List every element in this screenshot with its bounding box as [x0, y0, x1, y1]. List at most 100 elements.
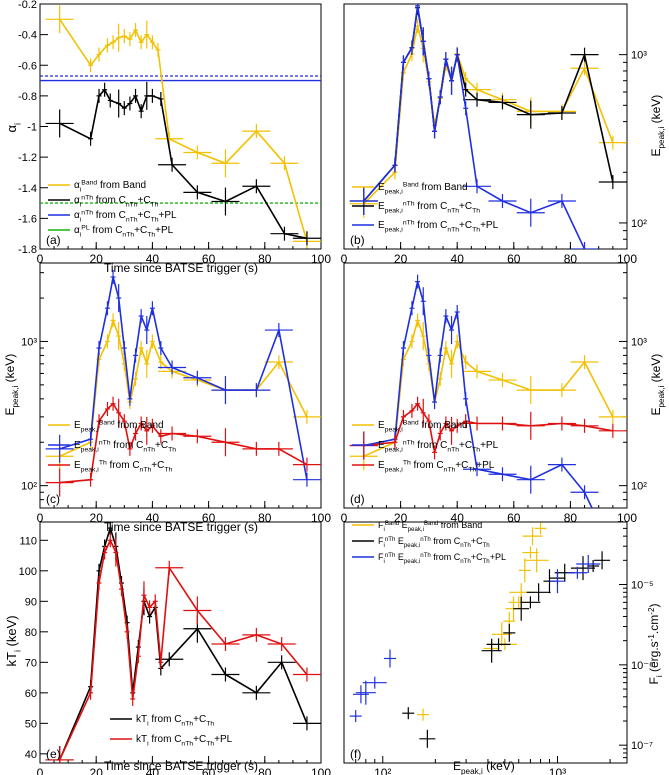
- legend-entry-part: C: [136, 440, 143, 451]
- x-tick-label: 80: [258, 511, 272, 525]
- series-0: [45, 522, 321, 763]
- legend-entry-part: E: [399, 520, 408, 530]
- legend-entry-part: nTh: [447, 208, 459, 215]
- y-tick-label: -1.4: [18, 183, 37, 195]
- legend-entry-part: peak,i: [404, 558, 420, 565]
- y-axis-label: Epeak,i (keV): [649, 95, 666, 157]
- legend-entry-part: from: [415, 440, 441, 451]
- legend-entry-part: C: [143, 210, 150, 221]
- series-2: [349, 555, 601, 723]
- legend-entry-part: Band: [403, 420, 419, 427]
- series-0: [45, 5, 321, 249]
- y-axis-label: Epeak,i (keV): [649, 354, 666, 416]
- legend-entry-part: E: [74, 460, 81, 471]
- legend-entry-part: nTh: [81, 210, 93, 217]
- legend-entry-part: from: [149, 734, 175, 745]
- legend-entry-part: +: [459, 220, 465, 231]
- legend-entry-part: Th: [403, 460, 411, 467]
- y-axis-label-part: (erg.s: [647, 641, 661, 675]
- y-tick-label: -0.8: [18, 91, 37, 103]
- series-1: [402, 551, 611, 748]
- series-1: [349, 274, 599, 508]
- y-axis-label-part: (keV): [649, 95, 663, 127]
- series-2: [349, 4, 599, 249]
- plot-area: [349, 522, 611, 748]
- legend-entry-part: peak,i: [385, 189, 404, 196]
- legend-entry-part: i: [147, 721, 149, 728]
- y-tick-label: 10⁻⁵: [631, 580, 654, 592]
- legend-entry-part: nTh: [403, 220, 415, 227]
- legend-entry-part: from Band: [419, 182, 468, 193]
- legend-entry-part: +: [471, 552, 476, 562]
- series-1: [45, 533, 321, 763]
- legend-entry-part: α: [74, 225, 80, 236]
- legend-entry-part: E: [395, 536, 404, 546]
- x-tick-label: 60: [507, 252, 521, 266]
- legend-entry-part: E: [378, 182, 385, 193]
- legend-entry-part: C: [174, 734, 181, 745]
- x-tick-label: 80: [258, 252, 272, 266]
- legend-entry-part: +: [138, 195, 144, 206]
- legend-entry-part: nTh: [403, 440, 415, 447]
- legend-entry-part: nTh: [81, 195, 93, 202]
- legend-entry-part: from: [111, 440, 137, 451]
- legend-entry-part: C: [199, 734, 206, 745]
- y-tick-label: 10³: [21, 336, 37, 348]
- y-axis-label-part: E: [3, 407, 17, 415]
- plot-area: [349, 274, 627, 508]
- legend-entry-part: C: [174, 714, 181, 725]
- y-tick-label: -1.2: [18, 152, 37, 164]
- legend-entry-part: kT: [136, 714, 147, 725]
- x-tick-label: 20: [394, 252, 408, 266]
- legend-entry-part: i: [147, 741, 149, 748]
- legend-entry-part: from: [149, 714, 175, 725]
- legend-entry-part: peak,i: [385, 467, 404, 474]
- legend-entry: Epeak,inTh from CnTh+CTh+PL: [378, 440, 499, 454]
- y-axis-label: αi: [4, 123, 23, 133]
- legend-entry-part: from: [411, 460, 437, 471]
- legend-entry: Epeak,iTh from CnTh+CTh+PL: [378, 460, 495, 474]
- legend-entry-part: C: [440, 220, 447, 231]
- legend-entry-part: C: [161, 440, 168, 451]
- legend-entry-part: +PL: [476, 460, 495, 471]
- legend-entry-part: PL: [81, 225, 90, 232]
- x-tick-label: 100: [311, 766, 331, 775]
- x-tick-label: 0: [341, 511, 348, 525]
- x-axis-label: Time since BATSE trigger (s): [104, 759, 258, 773]
- legend-entry-part: Th: [483, 542, 490, 549]
- y-axis-label-part: peak,i: [11, 386, 20, 408]
- series-1: [45, 81, 321, 246]
- x-axis-label-part: peak,i: [461, 767, 483, 775]
- axes-frame: [343, 521, 628, 764]
- y-axis-label-part: .cm: [647, 615, 661, 634]
- legend-entry-part: Th: [168, 447, 176, 454]
- series-1: [45, 269, 321, 487]
- legend-entry-part: E: [378, 201, 385, 212]
- legend-entry-part: Th: [151, 202, 159, 209]
- legend-entry-part: C: [440, 440, 447, 451]
- legend-entry-part: nTh: [140, 467, 152, 474]
- legend-entry-part: C: [476, 552, 483, 562]
- x-tick-label: 0: [37, 766, 44, 775]
- legend-entry-part: nTh: [126, 202, 138, 209]
- legend-entry-part: i: [80, 232, 82, 239]
- legend-entry-part: nTh: [444, 467, 456, 474]
- x-tick-label: 40: [146, 766, 160, 775]
- legend-entry: FinTh Epeak,inTh from CnTh+CTh+PL: [378, 552, 506, 565]
- y-tick-label: 110: [19, 535, 37, 547]
- legend-entry-part: i: [384, 542, 385, 549]
- legend-entry-part: C: [454, 552, 461, 562]
- y-axis-label-part: ): [647, 603, 661, 607]
- legend-entry-part: Th: [206, 721, 214, 728]
- legend-entry: αiPL from CnTh+CTh+PL: [74, 225, 174, 239]
- legend-entry-part: Th: [99, 460, 107, 467]
- legend-entry-part: Th: [472, 208, 480, 215]
- legend-entry-part: C: [119, 210, 126, 221]
- x-tick-label: 20: [90, 766, 104, 775]
- legend-entry-part: Th: [472, 227, 480, 234]
- legend-entry-part: F: [378, 520, 384, 530]
- legend-entry-part: Band: [403, 182, 419, 189]
